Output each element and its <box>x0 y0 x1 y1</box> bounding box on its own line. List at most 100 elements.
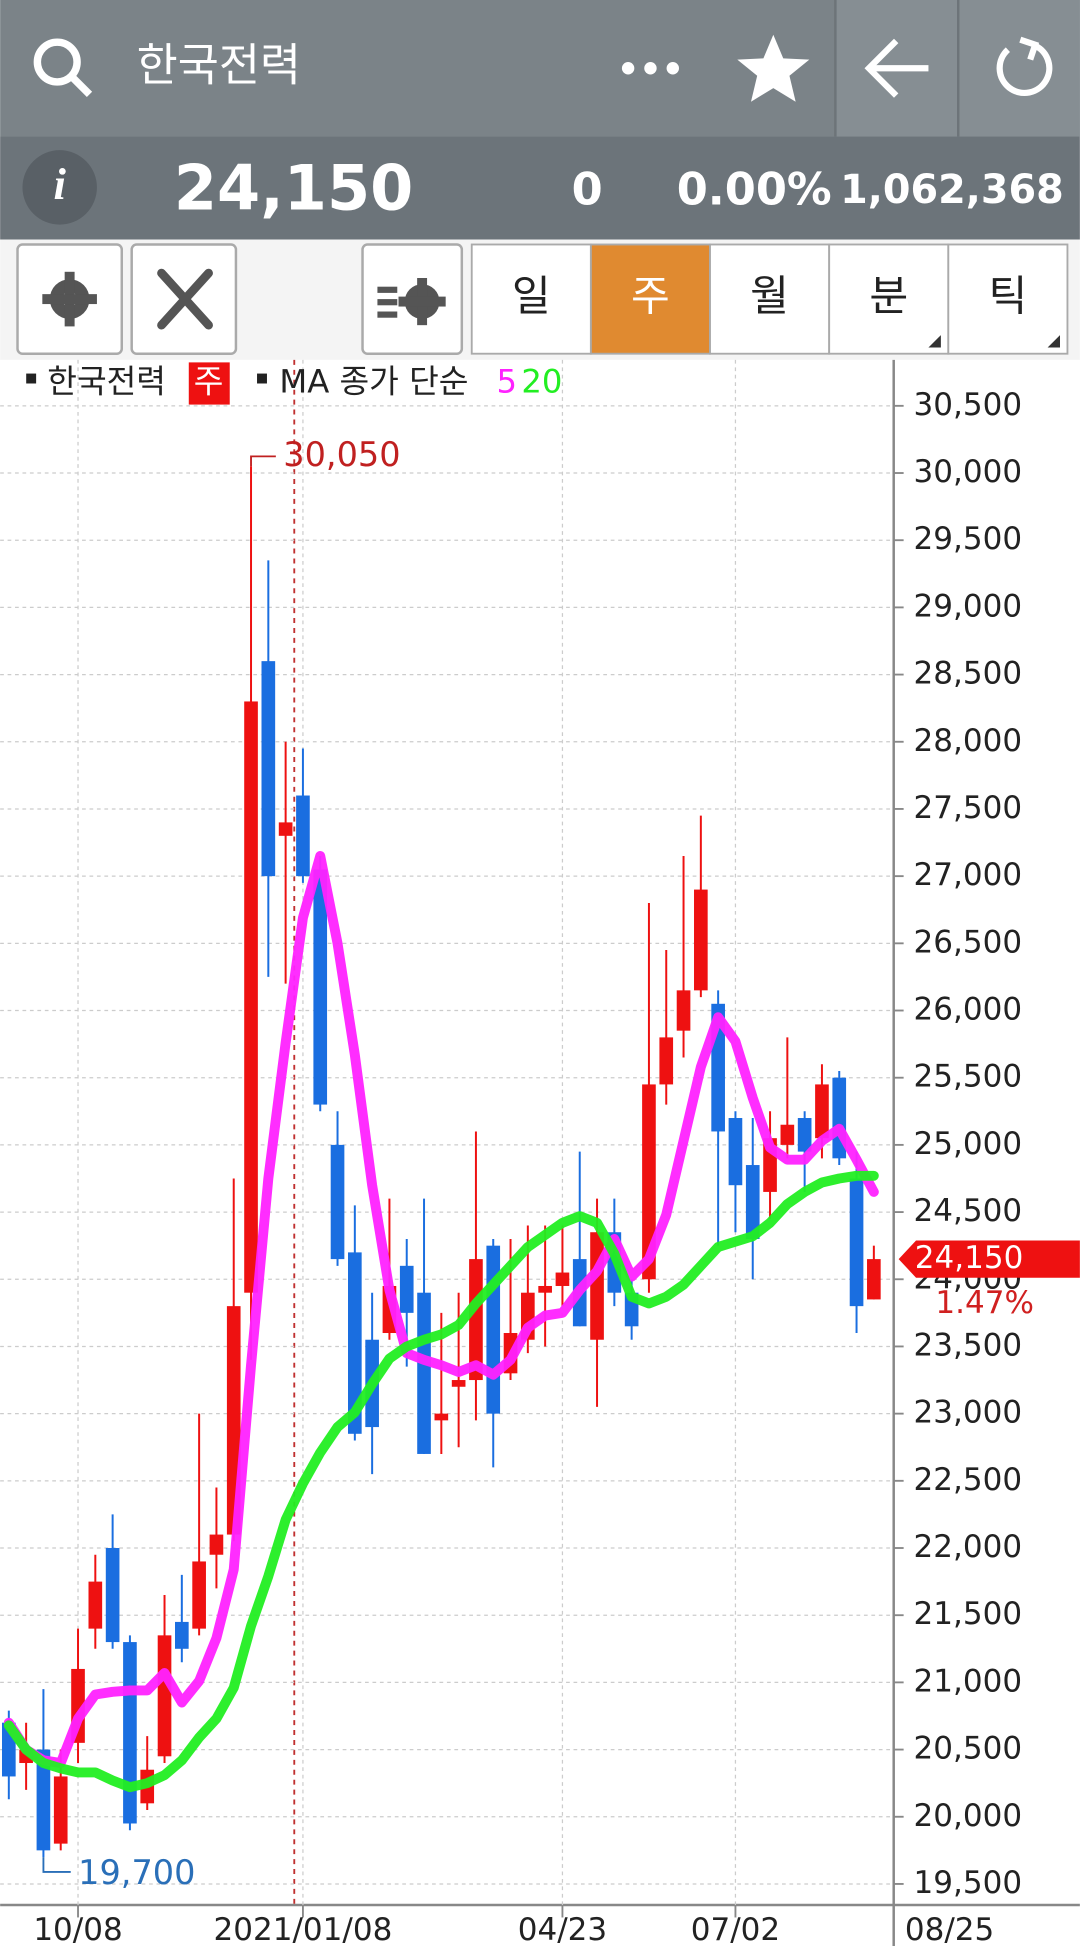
y-tick-label: 28,500 <box>914 656 1023 692</box>
period-tab-label: 분 <box>869 272 908 321</box>
more-button[interactable] <box>621 62 679 75</box>
candle-body <box>296 795 310 877</box>
candle-body <box>486 1245 501 1414</box>
price-change: 0 <box>572 163 603 215</box>
y-tick-label: 29,500 <box>914 521 1023 557</box>
y-tick-label: 30,500 <box>914 387 1023 423</box>
candle-body <box>313 869 328 1105</box>
info-bar <box>0 136 1080 240</box>
y-tick-label: 23,000 <box>914 1395 1023 1431</box>
candle-body <box>348 1252 362 1434</box>
candle-body <box>244 701 258 1293</box>
y-tick-label: 26,500 <box>914 924 1023 960</box>
y-tick-label: 19,500 <box>914 1865 1023 1901</box>
candle-body <box>451 1380 466 1387</box>
candle-body <box>555 1272 570 1286</box>
last-price-tag <box>898 1240 1080 1278</box>
period-tab[interactable] <box>709 243 831 355</box>
tab-corner <box>928 335 941 348</box>
candle-body <box>538 1285 552 1293</box>
candle-body <box>123 1642 137 1824</box>
candle-body <box>157 1635 172 1757</box>
y-tick-label: 27,000 <box>914 857 1023 893</box>
y-tick-label: 22,000 <box>914 1529 1023 1565</box>
legend-ma: MA 종가 단순 <box>279 362 468 400</box>
candle-body <box>728 1118 743 1186</box>
x-tick-label: 10/08 <box>33 1912 122 1946</box>
candle-body <box>261 661 276 877</box>
candle-body <box>209 1534 224 1555</box>
x-tick-label: 07/02 <box>691 1912 780 1946</box>
period-tab[interactable] <box>947 243 1069 355</box>
y-tick-label: 27,500 <box>914 790 1023 826</box>
y-tick-label: 20,500 <box>914 1731 1023 1767</box>
candle-body <box>745 1165 760 1239</box>
legend-ma20: 20 <box>521 362 562 400</box>
candle-body <box>278 822 293 836</box>
candle-body <box>417 1292 431 1454</box>
y-tick-label: 26,000 <box>914 992 1023 1028</box>
candle-body <box>676 990 691 1031</box>
info-button[interactable] <box>22 150 97 225</box>
candle-body <box>105 1548 120 1643</box>
candle-body <box>88 1581 103 1629</box>
candle-body <box>797 1118 812 1152</box>
candle-body <box>469 1259 483 1381</box>
low-label: 19,700 <box>78 1853 195 1892</box>
y-tick-label: 22,500 <box>914 1462 1023 1498</box>
period-tab[interactable] <box>828 243 950 355</box>
moving-average-line <box>3 1170 879 1793</box>
change-rate: 0.00% <box>677 163 832 215</box>
y-tick-label: 21,500 <box>914 1596 1023 1632</box>
candle-body <box>780 1124 795 1145</box>
last-price-label: 24,150 <box>915 1240 1024 1276</box>
x-axis-end-label: 08/25 <box>905 1912 994 1946</box>
legend-name: 한국전력 <box>47 362 166 400</box>
last-change-label: 1.47% <box>935 1285 1034 1321</box>
candle-body <box>53 1776 68 1844</box>
legend-period: 주 <box>194 362 224 400</box>
back-button[interactable] <box>864 38 929 98</box>
candle-body <box>642 1084 656 1280</box>
period-tab-label: 일 <box>512 272 551 321</box>
y-tick-label: 28,000 <box>914 723 1023 759</box>
y-tick-label: 25,500 <box>914 1059 1023 1095</box>
candle-body <box>659 1037 674 1085</box>
candle-body <box>175 1621 189 1649</box>
period-tab-label: 월 <box>750 272 789 321</box>
stock-title: 한국전력 <box>137 39 301 91</box>
candle-body <box>815 1084 829 1139</box>
candle-body <box>590 1232 604 1340</box>
favorite-button[interactable] <box>737 34 810 102</box>
search-button[interactable] <box>33 38 93 97</box>
refresh-button[interactable] <box>996 36 1053 97</box>
y-tick-label: 24,500 <box>914 1193 1023 1229</box>
period-tab-label: 틱 <box>988 272 1027 321</box>
period-tab-label: 주 <box>631 272 670 321</box>
candle-body <box>330 1144 345 1260</box>
legend-ma5: 5 <box>497 362 518 400</box>
volume: 1,062,368 <box>840 167 1064 213</box>
candle-body <box>849 1178 864 1307</box>
period-tab[interactable] <box>589 243 711 355</box>
y-tick-label: 20,000 <box>914 1798 1023 1834</box>
candle-body <box>434 1413 449 1421</box>
high-marker <box>250 455 276 467</box>
candle-body <box>399 1265 414 1313</box>
y-tick-label: 29,000 <box>914 588 1023 624</box>
x-tick-label: 04/23 <box>518 1912 607 1946</box>
y-tick-label: 21,000 <box>914 1663 1023 1699</box>
candle-body <box>36 1749 51 1851</box>
low-marker <box>42 1857 71 1873</box>
tab-corner <box>1047 335 1061 348</box>
moving-average-line <box>3 851 879 1768</box>
candle-body <box>694 889 708 991</box>
x-tick-label: 2021/01/08 <box>214 1912 393 1946</box>
candle-body <box>867 1259 881 1300</box>
y-tick-label: 23,500 <box>914 1327 1023 1363</box>
current-price: 24,150 <box>174 151 413 224</box>
candle-body <box>192 1561 206 1629</box>
y-tick-label: 25,000 <box>914 1126 1023 1162</box>
svg-text:i: i <box>53 159 66 209</box>
